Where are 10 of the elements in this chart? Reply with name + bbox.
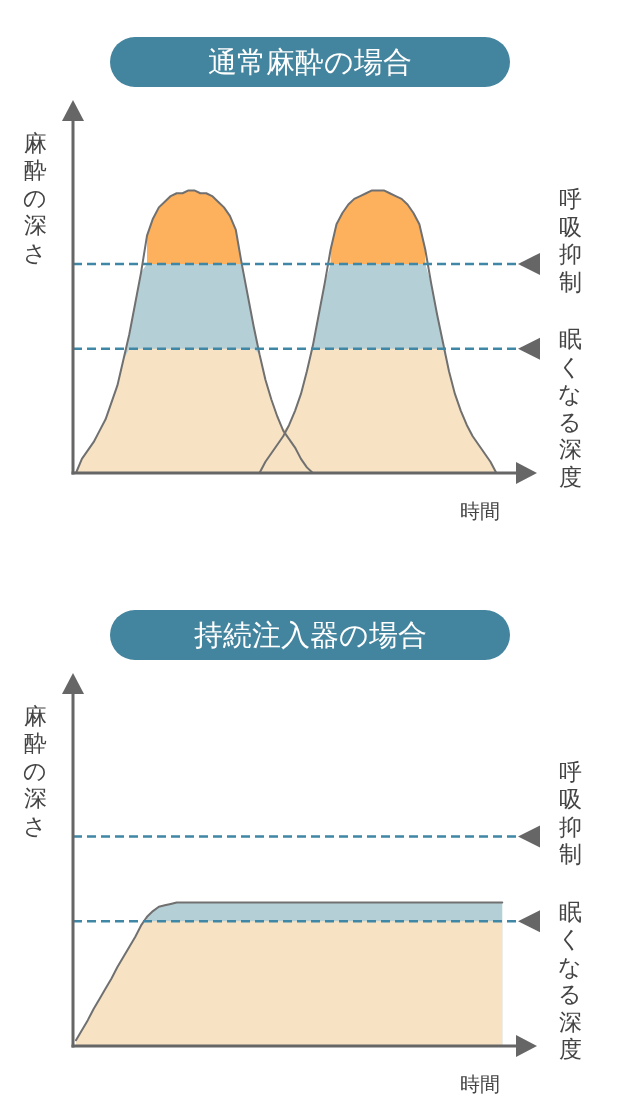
ref-line-label: 眠くなる深度 [558, 898, 582, 1063]
y-axis-title: 麻酔の深さ [23, 702, 47, 839]
ref-line-label: 眠くなる深度 [558, 326, 582, 490]
chart-title: 通常麻酔の場合 [110, 37, 510, 87]
x-axis-title: 時間 [460, 499, 500, 523]
x-axis-title: 時間 [460, 1072, 500, 1096]
ref-line-label: 呼吸抑制 [558, 758, 582, 868]
y-axis-title: 麻酔の深さ [23, 129, 47, 266]
chart-title: 持続注入器の場合 [110, 610, 510, 660]
ref-line-label: 呼吸抑制 [558, 186, 582, 295]
